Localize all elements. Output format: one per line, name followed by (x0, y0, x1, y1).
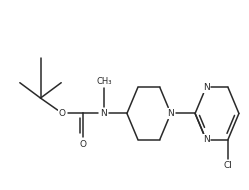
Text: N: N (167, 109, 174, 118)
Text: N: N (203, 83, 209, 92)
Text: Cl: Cl (224, 161, 232, 170)
Text: N: N (203, 135, 209, 144)
Text: O: O (59, 109, 66, 118)
Text: CH₃: CH₃ (96, 77, 112, 86)
Text: N: N (100, 109, 107, 118)
Text: O: O (80, 140, 87, 149)
